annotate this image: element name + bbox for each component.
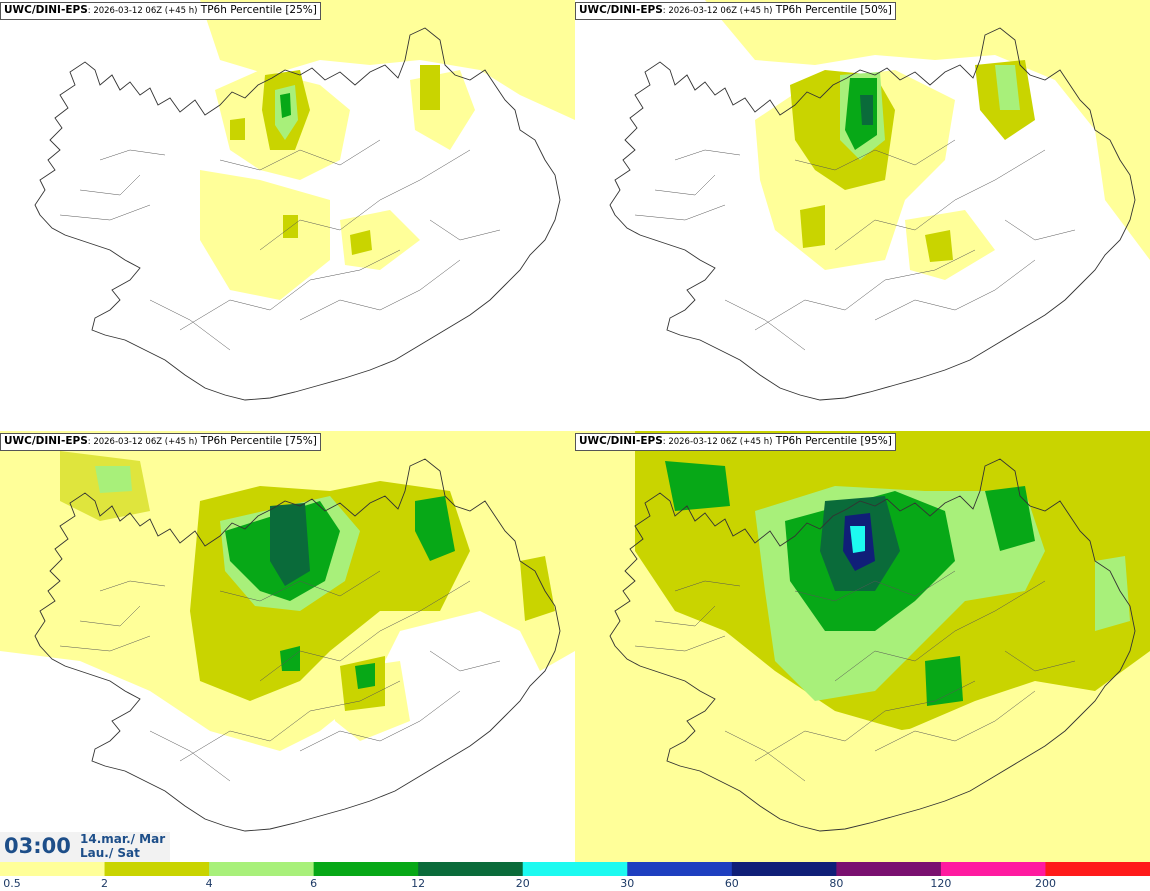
map-panel-p25: UWC/DINI-EPS: 2026-03-12 06Z (+45 h) TP6… (0, 0, 575, 431)
valid-date: 14.mar./ Mar (80, 832, 166, 846)
map-panel-p50: UWC/DINI-EPS: 2026-03-12 06Z (+45 h) TP6… (575, 0, 1150, 431)
panel-title-p95: UWC/DINI-EPS: 2026-03-12 06Z (+45 h) TP6… (575, 433, 896, 451)
colorbar-tick-label: 6 (310, 877, 318, 890)
run-info: : 2026-03-12 06Z (+45 h) (87, 437, 198, 447)
colorbar-swatch-1 (104, 862, 210, 876)
colorbar-labels: 0.5 2 4 6 12 20 30 60 80 120 200 (0, 877, 1150, 891)
colorbar-swatch-10 (1045, 862, 1150, 876)
valid-time-box: 03:00 14.mar./ Mar Lau./ Sat (0, 832, 170, 862)
colorbar-tick-label: 0.5 (3, 877, 21, 890)
map-panel-p95: UWC/DINI-EPS: 2026-03-12 06Z (+45 h) TP6… (575, 431, 1150, 862)
colorbar-tick-label: 200 (1034, 877, 1056, 890)
precip-map-p50 (609, 0, 1150, 401)
precip-map-p75 (0, 431, 575, 832)
panel-title-p25: UWC/DINI-EPS: 2026-03-12 06Z (+45 h) TP6… (0, 2, 321, 20)
colorbar-tick-label: 20 (515, 877, 530, 890)
panel-title-p75: UWC/DINI-EPS: 2026-03-12 06Z (+45 h) TP6… (0, 433, 321, 451)
colorbar-tick-label: 80 (829, 877, 844, 890)
colorbar-swatch-2 (209, 862, 315, 876)
colorbar-tick-label: 60 (724, 877, 739, 890)
colorbar-tick-label: 30 (620, 877, 635, 890)
variable-label: TP6h Percentile [95%] (772, 435, 892, 447)
map-panel-p75: UWC/DINI-EPS: 2026-03-12 06Z (+45 h) TP6… (0, 431, 575, 862)
run-info: : 2026-03-12 06Z (+45 h) (662, 437, 773, 447)
colorbar-swatch-0 (0, 862, 106, 876)
model-name: UWC/DINI-EPS (579, 435, 663, 447)
colorbar-swatch-5 (522, 862, 628, 876)
colorbar-swatch-9 (940, 862, 1046, 876)
valid-weekday: Lau./ Sat (80, 846, 140, 860)
variable-label: TP6h Percentile [75%] (197, 435, 317, 447)
colorbar-tick-label: 120 (930, 877, 952, 890)
valid-time: 03:00 (4, 834, 71, 858)
model-name: UWC/DINI-EPS (579, 4, 663, 16)
run-info: : 2026-03-12 06Z (+45 h) (662, 6, 773, 16)
precip-map-p25 (34, 0, 575, 401)
colorbar-swatch-7 (731, 862, 837, 876)
colorbar-tick-label: 4 (205, 877, 213, 890)
model-name: UWC/DINI-EPS (4, 435, 88, 447)
variable-label: TP6h Percentile [25%] (197, 4, 317, 16)
precip-colorbar (0, 862, 1150, 876)
variable-label: TP6h Percentile [50%] (772, 4, 892, 16)
model-name: UWC/DINI-EPS (4, 4, 88, 16)
colorbar-tick-label: 12 (411, 877, 426, 890)
run-info: : 2026-03-12 06Z (+45 h) (87, 6, 198, 16)
colorbar-swatch-4 (418, 862, 524, 876)
colorbar-swatch-3 (313, 862, 419, 876)
colorbar-tick-label: 2 (101, 877, 109, 890)
panel-title-p50: UWC/DINI-EPS: 2026-03-12 06Z (+45 h) TP6… (575, 2, 896, 20)
precip-map-p95 (575, 431, 1150, 862)
colorbar-swatch-6 (627, 862, 733, 876)
colorbar-swatch-8 (836, 862, 942, 876)
